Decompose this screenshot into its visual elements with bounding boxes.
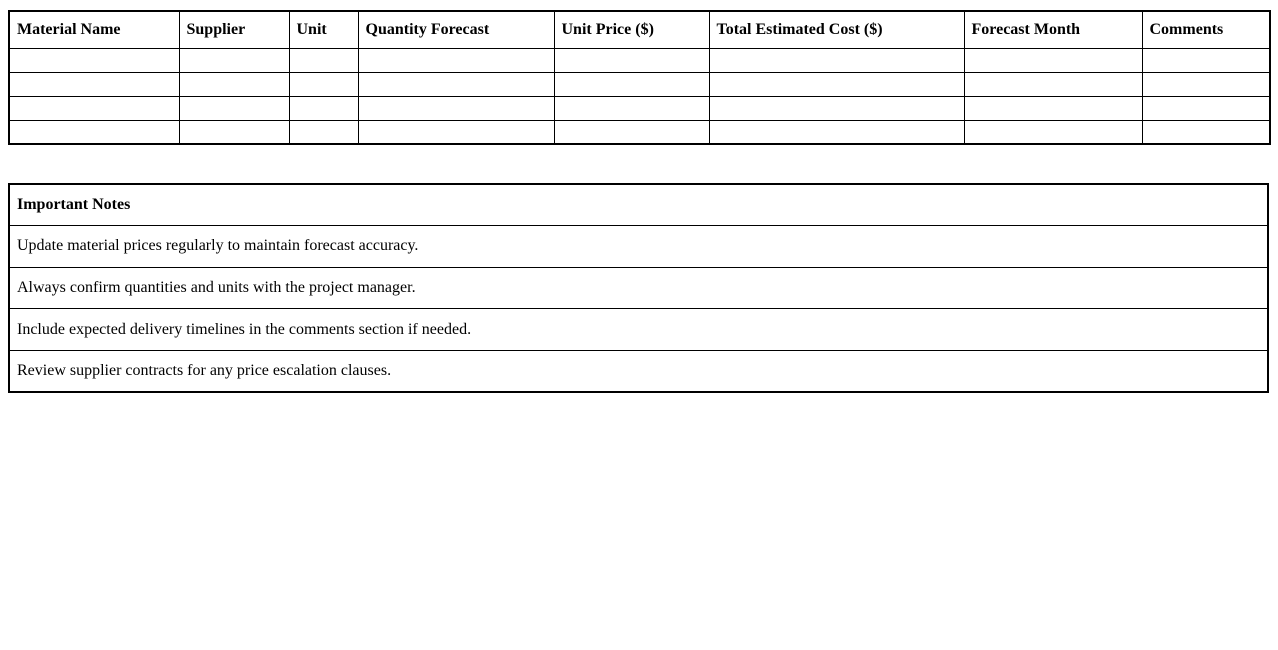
forecast-empty-row — [8, 119, 1271, 145]
forecast-empty-cell[interactable] — [357, 119, 555, 145]
forecast-empty-cell[interactable] — [553, 47, 710, 73]
note-text: Include expected delivery timelines in t… — [8, 308, 1269, 351]
forecast-empty-cell[interactable] — [288, 47, 359, 73]
forecast-empty-cell[interactable] — [708, 95, 965, 121]
forecast-empty-cell[interactable] — [8, 47, 180, 73]
forecast-empty-cell[interactable] — [708, 71, 965, 97]
forecast-empty-cell[interactable] — [8, 119, 180, 145]
forecast-empty-cell[interactable] — [178, 47, 290, 73]
column-header-quantity-forecast: Quantity Forecast — [357, 10, 555, 49]
forecast-empty-cell[interactable] — [288, 71, 359, 97]
forecast-empty-cell[interactable] — [553, 95, 710, 121]
forecast-empty-cell[interactable] — [708, 47, 965, 73]
forecast-empty-cell[interactable] — [963, 95, 1143, 121]
forecast-empty-cell[interactable] — [357, 71, 555, 97]
forecast-empty-cell[interactable] — [288, 119, 359, 145]
note-text: Update material prices regularly to main… — [8, 225, 1269, 268]
forecast-empty-cell[interactable] — [178, 71, 290, 97]
forecast-header-row: Material Name Supplier Unit Quantity For… — [8, 10, 1271, 49]
note-row: Review supplier contracts for any price … — [8, 349, 1269, 393]
forecast-empty-cell[interactable] — [1141, 71, 1271, 97]
note-row: Include expected delivery timelines in t… — [8, 308, 1269, 351]
forecast-empty-row — [8, 71, 1271, 97]
column-header-material-name: Material Name — [8, 10, 180, 49]
column-header-comments: Comments — [1141, 10, 1271, 49]
forecast-empty-cell[interactable] — [553, 119, 710, 145]
note-text: Always confirm quantities and units with… — [8, 266, 1269, 310]
forecast-empty-cell[interactable] — [8, 71, 180, 97]
note-text: Review supplier contracts for any price … — [8, 349, 1269, 393]
forecast-empty-row — [8, 47, 1271, 73]
column-header-supplier: Supplier — [178, 10, 290, 49]
notes-title: Important Notes — [8, 183, 1269, 227]
forecast-empty-cell[interactable] — [963, 71, 1143, 97]
material-forecast-table: Material Name Supplier Unit Quantity For… — [8, 10, 1271, 145]
forecast-empty-cell[interactable] — [357, 95, 555, 121]
important-notes-table: Important Notes Update material prices r… — [8, 183, 1269, 393]
forecast-empty-cell[interactable] — [1141, 47, 1271, 73]
forecast-empty-cell[interactable] — [1141, 95, 1271, 121]
forecast-empty-row — [8, 95, 1271, 121]
forecast-empty-cell[interactable] — [8, 95, 180, 121]
column-header-unit-price: Unit Price ($) — [553, 10, 710, 49]
forecast-empty-cell[interactable] — [178, 119, 290, 145]
note-row: Update material prices regularly to main… — [8, 225, 1269, 268]
notes-title-row: Important Notes — [8, 183, 1269, 227]
forecast-table-body — [8, 47, 1271, 145]
forecast-empty-cell[interactable] — [553, 71, 710, 97]
forecast-empty-cell[interactable] — [288, 95, 359, 121]
forecast-empty-cell[interactable] — [963, 119, 1143, 145]
note-row: Always confirm quantities and units with… — [8, 266, 1269, 310]
forecast-empty-cell[interactable] — [1141, 119, 1271, 145]
column-header-total-estimated-cost: Total Estimated Cost ($) — [708, 10, 965, 49]
forecast-empty-cell[interactable] — [963, 47, 1143, 73]
forecast-empty-cell[interactable] — [178, 95, 290, 121]
column-header-unit: Unit — [288, 10, 359, 49]
forecast-empty-cell[interactable] — [357, 47, 555, 73]
column-header-forecast-month: Forecast Month — [963, 10, 1143, 49]
forecast-empty-cell[interactable] — [708, 119, 965, 145]
